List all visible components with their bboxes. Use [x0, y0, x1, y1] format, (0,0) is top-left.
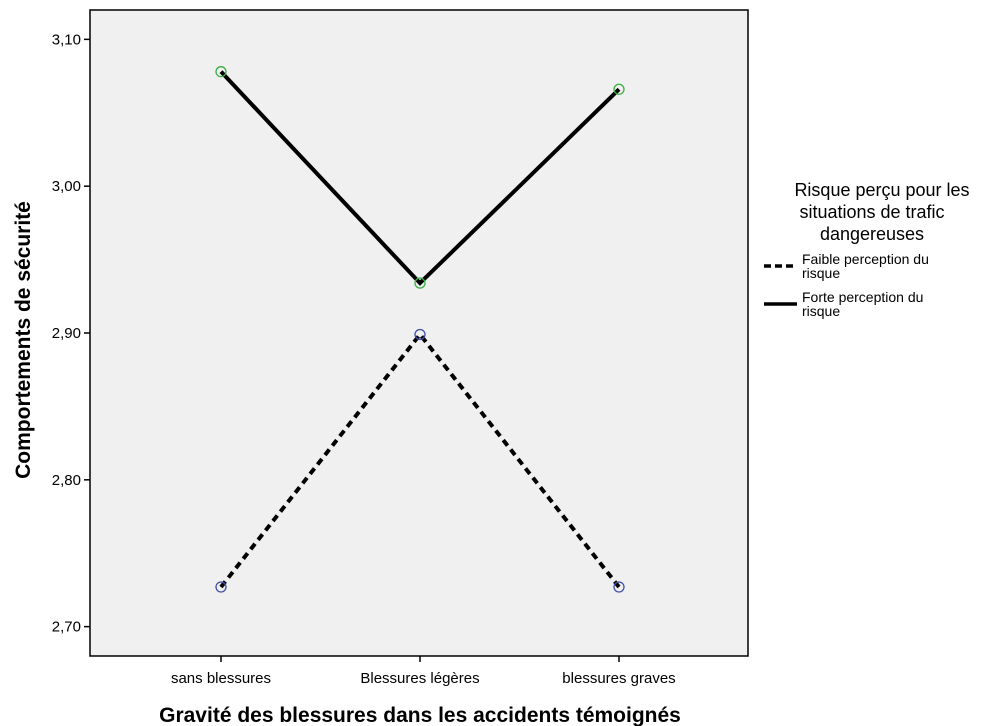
- plot-area: [89, 9, 749, 657]
- x-axis-title: Gravité des blessures dans les accidents…: [159, 704, 681, 726]
- legend-title-line: Risque perçu pour les: [794, 180, 969, 200]
- y-tick-label: 3,00: [52, 178, 81, 195]
- data-point-marker: [613, 83, 625, 95]
- legend-entry-label: Forte perception du: [802, 289, 923, 305]
- legend-entry-label: risque: [802, 303, 840, 319]
- x-axis: sans blessures Blessures légères blessures…: [171, 656, 676, 687]
- y-axis: 2,70 2,80 2,90 3,00 3,10: [52, 31, 90, 636]
- legend: Risque perçu pour les situations de traf…: [764, 180, 970, 319]
- legend-entry-label: risque: [802, 265, 840, 281]
- series-line-2: [219, 70, 621, 286]
- x-tick-label: Blessures légères: [360, 670, 479, 687]
- y-tick-label: 3,10: [52, 31, 81, 48]
- x-tick-label: sans blessures: [171, 670, 271, 687]
- y-tick-label: 2,80: [52, 472, 81, 489]
- y-tick-label: 2,90: [52, 325, 81, 342]
- x-tick-label: blessures graves: [562, 670, 675, 687]
- data-point-marker: [414, 328, 426, 341]
- data-point-marker: [215, 581, 227, 593]
- data-point-marker: [414, 277, 426, 289]
- legend-entry-label: Faible perception du: [802, 251, 929, 267]
- series-layer: [215, 66, 625, 593]
- y-tick-label: 2,70: [52, 619, 81, 636]
- y-axis-title: Comportements de sécurité: [12, 201, 35, 479]
- legend-title-line: dangereuses: [820, 224, 924, 244]
- data-point-marker: [613, 581, 625, 593]
- legend-title-line: situations de trafic: [799, 202, 944, 222]
- data-point-marker: [215, 66, 227, 78]
